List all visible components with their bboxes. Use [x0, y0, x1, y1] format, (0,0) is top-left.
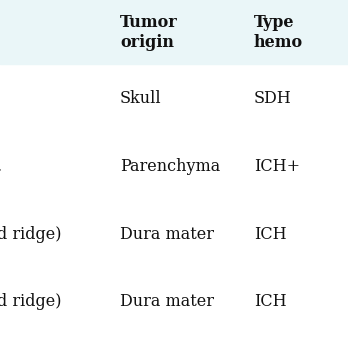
Text: d ridge): d ridge): [0, 226, 61, 243]
Text: Tumor
origin: Tumor origin: [120, 14, 178, 51]
Text: d ridge): d ridge): [0, 293, 61, 310]
Text: Skull: Skull: [120, 90, 162, 107]
Text: .: .: [0, 158, 2, 175]
Text: ICH: ICH: [254, 226, 287, 243]
Text: ICH: ICH: [254, 293, 287, 310]
Text: Dura mater: Dura mater: [120, 226, 214, 243]
Text: Type
hemo: Type hemo: [254, 14, 303, 51]
Text: Dura mater: Dura mater: [120, 293, 214, 310]
Text: Parenchyma: Parenchyma: [120, 158, 220, 175]
Bar: [0, 0, 348, 64]
Text: SDH: SDH: [254, 90, 292, 107]
Text: ICH+: ICH+: [254, 158, 300, 175]
